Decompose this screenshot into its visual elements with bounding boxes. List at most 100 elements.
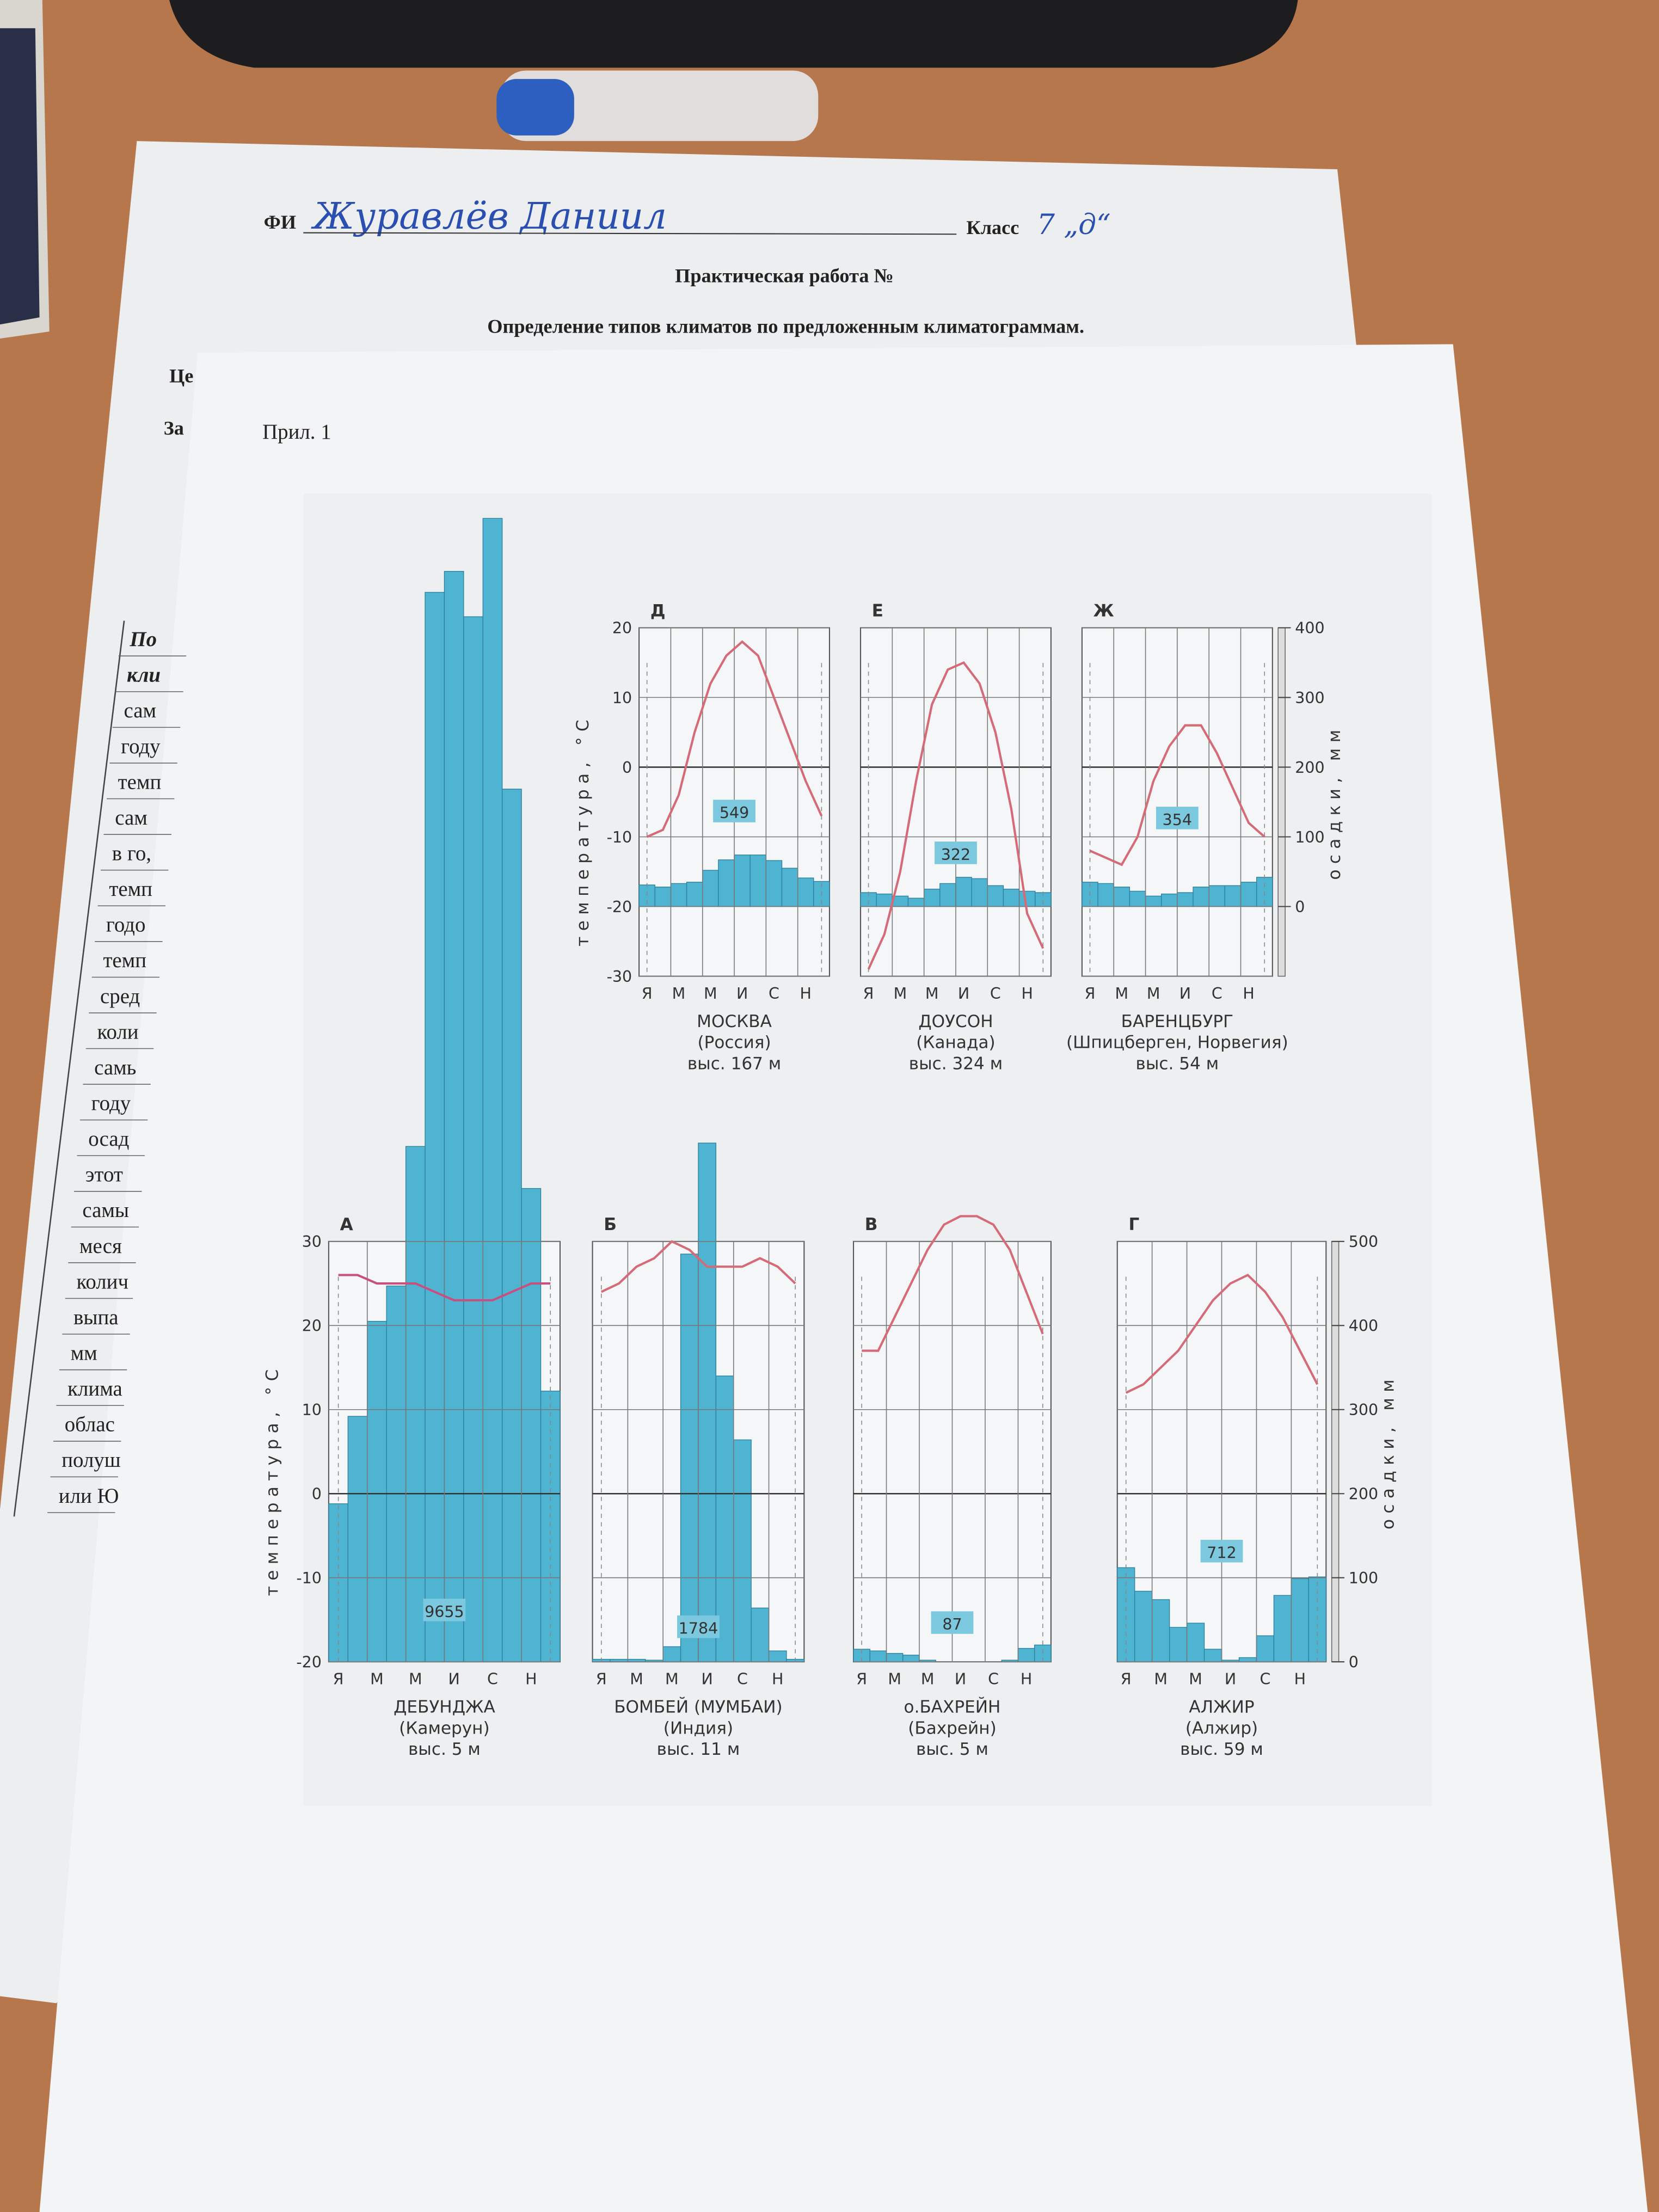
precipitation-bar xyxy=(444,571,464,1662)
total-label-box xyxy=(713,800,755,822)
precipitation-bar xyxy=(907,898,925,907)
x-tick-label: М xyxy=(1115,985,1129,1003)
cut-line: Це xyxy=(169,365,193,386)
document-text: ФИ Журавлёв Даниил Класс 7 „д“ Практичес… xyxy=(13,194,1111,1517)
precipitation-bar xyxy=(781,868,798,907)
x-tick-label: М xyxy=(665,1670,679,1688)
x-tick-label: М xyxy=(704,985,717,1003)
table-border xyxy=(13,620,125,1517)
precipitation-bar xyxy=(702,870,719,907)
precipitation-bar xyxy=(768,1650,787,1662)
x-tick-label: М xyxy=(888,1670,901,1688)
station-caption: МОСКВА xyxy=(697,1012,772,1031)
work-subtitle: Определение типов климатов по предложенн… xyxy=(487,316,1084,337)
table-fragment: году xyxy=(121,735,161,758)
precipitation-bar xyxy=(886,1653,904,1662)
temperature-line xyxy=(1125,1274,1319,1394)
table-fragment: сред xyxy=(100,985,140,1008)
station-caption: выс. 324 м xyxy=(909,1054,1003,1074)
x-tick-label: Н xyxy=(1021,985,1033,1003)
chart-letter: Ж xyxy=(1093,601,1114,621)
table-fragment: выпа xyxy=(73,1306,119,1329)
total-precipitation: 549 xyxy=(720,804,749,822)
precipitation-bar xyxy=(939,883,956,907)
precipitation-bar xyxy=(1240,882,1257,907)
y2-ruler xyxy=(1277,627,1286,977)
y2-tick-label: 100 xyxy=(1349,1569,1378,1587)
chart-letter: А xyxy=(340,1215,353,1234)
class-handwritten: 7 „д“ xyxy=(1037,208,1111,241)
precipitation-bar xyxy=(367,1320,387,1662)
station-caption: БАРЕНЦБУРГ xyxy=(1121,1012,1234,1031)
precipitation-bar xyxy=(987,885,1004,907)
y-tick-label: -10 xyxy=(607,828,632,846)
y-tick-label: 20 xyxy=(302,1317,322,1335)
x-tick-label: С xyxy=(487,1670,498,1688)
x-tick-label: И xyxy=(958,985,969,1003)
total-precipitation: 9655 xyxy=(425,1603,464,1621)
table-fragment: этот xyxy=(85,1163,123,1187)
x-tick-label: С xyxy=(769,985,779,1003)
x-tick-label: Н xyxy=(1243,985,1254,1003)
table-fragment: полуш xyxy=(62,1448,121,1472)
station-caption: БОМБЕЙ (МУМБАИ) xyxy=(614,1696,782,1717)
precipitation-bar xyxy=(924,888,941,907)
cut-line: За xyxy=(164,417,184,439)
table-fragment: темп xyxy=(118,770,162,794)
precipitation-bar xyxy=(876,893,893,907)
y-tick-label: 10 xyxy=(612,689,632,707)
y-tick-label: 0 xyxy=(622,759,632,777)
x-tick-label: Н xyxy=(772,1670,783,1688)
precipitation-bar xyxy=(463,616,483,1662)
precipitation-bar xyxy=(1169,1627,1188,1662)
station-caption: (Индия) xyxy=(663,1718,733,1738)
precipitation-bar xyxy=(654,887,672,907)
x-tick-label: С xyxy=(988,1670,999,1688)
precipitation-bar xyxy=(680,1254,699,1662)
pen xyxy=(496,70,819,142)
precipitation-bar xyxy=(1018,890,1036,907)
binder xyxy=(0,28,40,325)
climatogram: Я М М И С Н Е 322 ДОУСОН (Канада)выс. 324 м xyxy=(859,601,1052,1074)
total-precipitation: 1784 xyxy=(679,1620,718,1638)
climatogram: -20 -10 0 10 20 30 температура, °С Я М М И С Н А 9655 Д… xyxy=(263,518,561,1759)
black-case xyxy=(169,0,1298,68)
precipitation-bar xyxy=(670,883,687,907)
x-tick-label: Я xyxy=(596,1670,607,1688)
x-tick-label: М xyxy=(370,1670,384,1688)
station-caption: выс. 59 м xyxy=(1180,1740,1263,1759)
y2-axis-title: осадки, мм xyxy=(1325,724,1344,880)
total-precipitation: 712 xyxy=(1207,1544,1236,1562)
precipitation-bar xyxy=(955,877,972,907)
x-tick-label: И xyxy=(701,1670,712,1688)
precipitation-bar xyxy=(1193,887,1209,907)
x-tick-label: И xyxy=(736,985,748,1003)
y2-tick-label: 300 xyxy=(1349,1401,1378,1419)
table-fragment: По xyxy=(129,628,157,651)
station-caption: (Россия) xyxy=(697,1033,771,1053)
precipitation-bar xyxy=(386,1286,407,1662)
precipitation-bar xyxy=(482,518,503,1662)
x-tick-label: М xyxy=(1147,985,1160,1003)
total-label-box xyxy=(1156,807,1199,830)
precipitation-bar xyxy=(521,1188,542,1662)
station-caption: ДЕБУНДЖА xyxy=(394,1697,495,1717)
y-axis-title: температура, °С xyxy=(263,1363,282,1596)
y-axis-title: температура, °С xyxy=(573,714,593,947)
climatogram: Я М М И С Н В 87 о.БАХРЕЙН(Бахрейн) выс. 5 м xyxy=(853,1215,1052,1759)
table-fragment: клима xyxy=(67,1377,122,1400)
x-tick-label: Н xyxy=(1294,1670,1306,1688)
y2-tick-label: 200 xyxy=(1349,1485,1378,1503)
climatogram: Я М М И С Н Б 1784 БОМБЕЙ (МУМБАИ)(Индия) выс. 11… xyxy=(592,1142,805,1759)
x-tick-label: И xyxy=(448,1670,459,1688)
precipitation-bar xyxy=(734,855,751,907)
x-tick-label: С xyxy=(1259,1670,1270,1688)
total-label-box xyxy=(677,1615,720,1638)
table-fragment: темп xyxy=(109,877,152,901)
pen-body xyxy=(501,70,819,142)
precipitation-bar xyxy=(1273,1595,1292,1662)
y-tick-label: -20 xyxy=(607,898,632,916)
table-fragment: сам xyxy=(124,699,157,722)
precipitation-bar xyxy=(797,877,814,907)
